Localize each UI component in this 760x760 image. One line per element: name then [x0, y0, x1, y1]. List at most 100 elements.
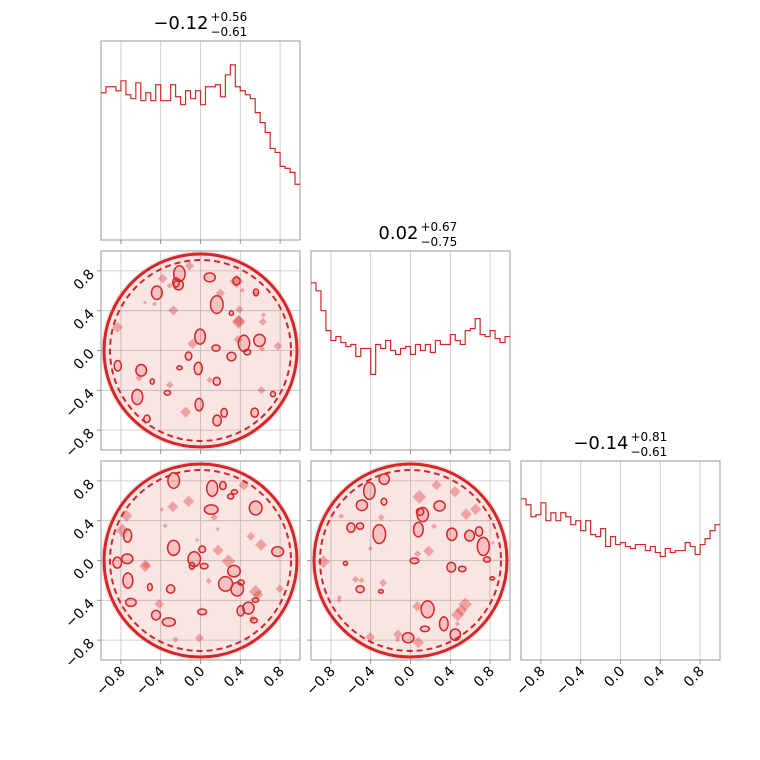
- contour-island: [248, 584, 263, 599]
- contour-island: [143, 414, 151, 424]
- contour-island: [409, 557, 420, 565]
- x-tick-label: −0.4: [133, 663, 168, 698]
- contour-island: [252, 290, 260, 298]
- contour-island: [122, 572, 134, 589]
- x-tick-label: 0.8: [261, 664, 288, 691]
- contour-island: [205, 479, 219, 498]
- outer-contour: [102, 462, 299, 659]
- contour-island: [194, 397, 204, 412]
- contour-island: [205, 577, 212, 584]
- contour-island: [197, 608, 208, 616]
- contour-island: [226, 351, 237, 362]
- contour-island: [239, 287, 245, 293]
- contour-island: [209, 295, 224, 315]
- outer-contour: [312, 462, 509, 659]
- contour-island: [238, 480, 249, 491]
- contour-island: [260, 312, 267, 318]
- inner-contour: [319, 469, 502, 652]
- contour-island: [412, 636, 424, 649]
- contour-island: [210, 513, 218, 521]
- contour-island: [419, 625, 431, 633]
- contour-island: [249, 617, 259, 624]
- contour-island: [220, 407, 229, 418]
- parameter-title-0: −0.12 +0.56−0.61: [153, 10, 247, 39]
- histogram-step: [311, 282, 510, 375]
- x-tick-label: −0.8: [513, 664, 548, 699]
- contour-island: [258, 317, 267, 326]
- contour-island: [194, 633, 204, 643]
- contour-island: [172, 636, 179, 643]
- contour-island: [365, 632, 376, 642]
- contour-island: [246, 532, 256, 541]
- contour-island: [378, 473, 391, 486]
- contour-island: [194, 328, 207, 345]
- contour-island: [122, 528, 133, 543]
- contour-island: [142, 300, 148, 305]
- y-tick-label: 0.4: [71, 306, 98, 333]
- contour-island: [469, 503, 482, 515]
- contour-island: [316, 555, 330, 569]
- contour-island: [336, 594, 342, 601]
- contour-panel-2: −0.8 −0.4 0.0 0.4 0.8: [303, 460, 511, 699]
- contour-island: [431, 523, 438, 530]
- contour-island: [476, 536, 491, 557]
- contour-island: [203, 272, 216, 283]
- contour-island: [112, 556, 123, 569]
- contour-island: [176, 365, 183, 371]
- contour-island: [141, 560, 151, 570]
- contour-island: [163, 389, 172, 396]
- contour-island: [372, 523, 387, 545]
- contour-island: [446, 527, 458, 542]
- inner-contour: [109, 259, 292, 442]
- contour-island: [165, 584, 176, 594]
- y-tick-label: −0.8: [62, 636, 97, 671]
- contour-panel-0: −0.8 −0.4 0.0 0.4 0.8: [62, 250, 301, 461]
- contour-island: [458, 597, 472, 611]
- contour-island: [412, 521, 424, 538]
- contour-island: [146, 582, 154, 592]
- histogram-panel-0: [100, 40, 301, 244]
- contour-island: [226, 493, 235, 500]
- x-tick-label: 0.4: [221, 663, 248, 690]
- parameter-title-1: 0.02 +0.67−0.75: [378, 220, 457, 249]
- contour-island: [423, 545, 435, 557]
- x-tick-label: 0.0: [391, 664, 418, 691]
- histogram-step: [521, 498, 720, 558]
- x-tick-label: 0.4: [431, 663, 458, 690]
- contour-island: [166, 282, 173, 289]
- contour-island: [336, 598, 342, 604]
- x-tick-label: −0.4: [553, 663, 588, 698]
- contour-island: [111, 321, 123, 333]
- title-lower-error: −0.75: [421, 235, 458, 249]
- contour-island: [367, 545, 373, 552]
- contour-island: [273, 341, 283, 351]
- contour-island: [215, 526, 220, 532]
- contour-island: [229, 274, 244, 289]
- contour-island: [167, 501, 179, 513]
- contour-island: [451, 608, 465, 622]
- contour-island: [226, 564, 242, 578]
- x-tick-label: −0.8: [303, 664, 338, 699]
- contour-island: [203, 504, 219, 516]
- y-tick-label: 0.4: [71, 516, 98, 543]
- title-upper-error: +0.67: [421, 220, 458, 234]
- contour-island: [395, 637, 401, 643]
- contour-island: [379, 578, 388, 587]
- contour-island: [490, 540, 495, 545]
- contour-island: [232, 314, 245, 327]
- contour-island: [135, 374, 143, 382]
- contour-island: [358, 577, 365, 584]
- contour-island: [252, 333, 266, 348]
- contour-island: [271, 545, 285, 558]
- contour-island: [342, 560, 349, 566]
- contour-island: [182, 495, 195, 508]
- y-tick-label: 0.8: [71, 266, 98, 293]
- contour-island: [211, 344, 221, 353]
- contour-island: [269, 390, 277, 398]
- histogram-panel-1: [310, 250, 511, 454]
- inner-contour: [109, 469, 292, 652]
- contour-island: [193, 361, 203, 376]
- contour-island: [420, 600, 435, 619]
- contour-island: [232, 276, 241, 286]
